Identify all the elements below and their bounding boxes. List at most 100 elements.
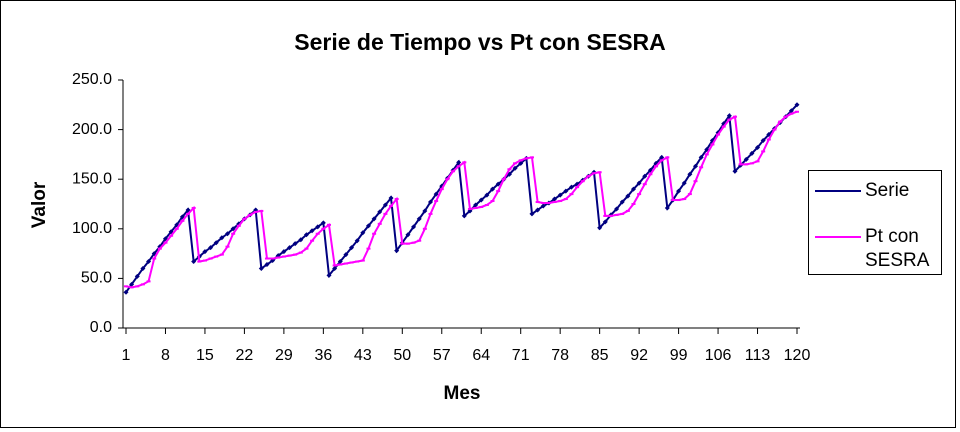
point bbox=[592, 172, 597, 175]
point bbox=[355, 260, 360, 263]
point bbox=[163, 241, 168, 244]
point bbox=[473, 202, 479, 208]
point bbox=[394, 248, 400, 254]
point bbox=[197, 260, 202, 263]
point bbox=[129, 286, 134, 289]
point bbox=[445, 178, 450, 181]
point bbox=[371, 216, 377, 222]
point bbox=[732, 168, 738, 174]
point bbox=[360, 230, 366, 236]
point bbox=[479, 205, 484, 208]
x-tick-label: 15 bbox=[196, 347, 214, 364]
point bbox=[760, 138, 766, 144]
point bbox=[603, 214, 608, 217]
point bbox=[642, 183, 647, 186]
point bbox=[755, 160, 760, 163]
point bbox=[422, 208, 428, 214]
point bbox=[416, 216, 422, 222]
point bbox=[648, 173, 653, 176]
point bbox=[676, 188, 682, 194]
point bbox=[535, 207, 541, 213]
x-tick-label: 78 bbox=[551, 347, 569, 364]
point bbox=[372, 232, 377, 235]
point bbox=[298, 237, 304, 243]
y-tick-label: 150.0 bbox=[72, 170, 112, 187]
x-tick-label: 64 bbox=[472, 347, 490, 364]
point bbox=[687, 171, 693, 177]
y-axis-label: Valor bbox=[29, 181, 50, 228]
point bbox=[129, 281, 135, 287]
point bbox=[794, 102, 800, 108]
point bbox=[224, 231, 230, 237]
point bbox=[174, 227, 179, 230]
point bbox=[687, 193, 692, 196]
point bbox=[484, 203, 489, 206]
point bbox=[659, 159, 664, 162]
legend: Serie Pt con SESRA bbox=[808, 170, 942, 275]
point bbox=[467, 207, 472, 210]
point bbox=[332, 264, 337, 267]
point bbox=[552, 201, 557, 204]
point bbox=[614, 213, 619, 216]
point bbox=[546, 202, 551, 205]
point bbox=[490, 200, 495, 203]
point bbox=[727, 118, 732, 121]
point bbox=[676, 199, 681, 202]
point bbox=[642, 173, 648, 179]
point bbox=[670, 199, 675, 202]
x-tick-label: 36 bbox=[314, 347, 332, 364]
point bbox=[580, 180, 585, 183]
point bbox=[625, 209, 630, 212]
point bbox=[513, 162, 518, 165]
point bbox=[377, 222, 382, 225]
point bbox=[157, 247, 162, 250]
point bbox=[354, 238, 360, 244]
point bbox=[557, 192, 563, 198]
point bbox=[213, 240, 219, 246]
point bbox=[236, 224, 241, 227]
point bbox=[293, 253, 298, 256]
point bbox=[303, 232, 309, 238]
point bbox=[332, 265, 338, 271]
point bbox=[134, 273, 140, 279]
point bbox=[761, 150, 766, 153]
point bbox=[389, 204, 394, 207]
point bbox=[191, 206, 196, 209]
x-tick-label: 29 bbox=[275, 347, 293, 364]
x-tick-label: 43 bbox=[354, 347, 372, 364]
point bbox=[337, 259, 343, 265]
point bbox=[242, 217, 247, 220]
point bbox=[186, 212, 191, 215]
x-tick-label: 92 bbox=[630, 347, 648, 364]
point bbox=[755, 144, 761, 150]
point bbox=[461, 213, 467, 219]
x-axis-label: Mes bbox=[444, 383, 481, 404]
point bbox=[439, 188, 444, 191]
point bbox=[326, 272, 332, 278]
point bbox=[749, 162, 754, 165]
point bbox=[253, 210, 258, 213]
point bbox=[495, 181, 501, 187]
point bbox=[456, 165, 461, 168]
point bbox=[630, 186, 636, 192]
point bbox=[535, 201, 540, 204]
point bbox=[349, 261, 354, 264]
point bbox=[146, 280, 151, 283]
point bbox=[315, 224, 321, 230]
point bbox=[575, 186, 580, 189]
x-tick-label: 99 bbox=[670, 347, 688, 364]
point bbox=[795, 110, 799, 113]
point bbox=[608, 214, 613, 217]
point bbox=[726, 113, 732, 119]
point bbox=[721, 125, 726, 128]
point bbox=[428, 212, 433, 215]
point bbox=[518, 159, 523, 162]
legend-swatch bbox=[815, 190, 861, 192]
point bbox=[490, 186, 496, 192]
point bbox=[343, 252, 349, 258]
point bbox=[264, 257, 269, 260]
point bbox=[326, 223, 331, 226]
